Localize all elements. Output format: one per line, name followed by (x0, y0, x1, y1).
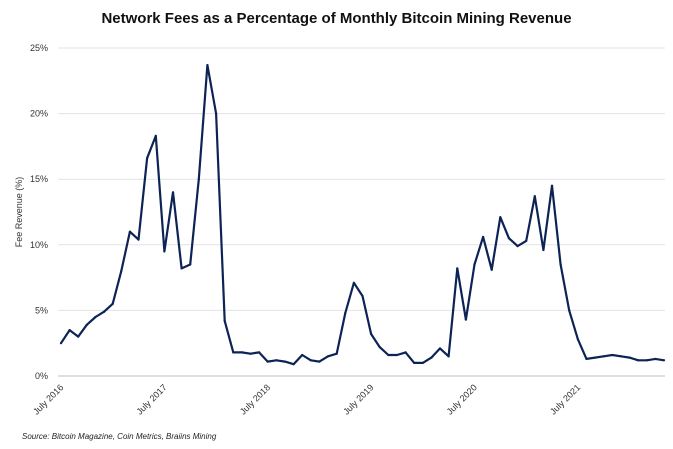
data-point (154, 134, 157, 138)
data-point (352, 281, 355, 284)
y-tick-label: 20% (30, 109, 48, 119)
data-point (180, 267, 183, 270)
source-note: Source: Bitcoin Magazine, Coin Metrics, … (22, 432, 217, 441)
data-point (344, 311, 347, 315)
data-point (602, 355, 605, 358)
data-point (542, 248, 545, 252)
y-axis-label: Fee Revenue (%) (14, 177, 24, 248)
data-point (404, 351, 407, 354)
data-point (395, 353, 399, 357)
data-point (447, 355, 450, 358)
data-point (275, 359, 278, 362)
data-point (249, 352, 252, 355)
data-point (516, 245, 519, 248)
y-tick-label: 25% (30, 43, 48, 53)
x-tick-label: July 2018 (238, 382, 272, 416)
data-point (292, 363, 295, 366)
data-point (214, 112, 218, 115)
data-point (499, 216, 502, 219)
data-point (128, 230, 132, 233)
data-point (533, 195, 536, 198)
data-point (361, 294, 364, 298)
data-point (68, 328, 71, 332)
data-point (593, 356, 597, 359)
data-point (189, 263, 192, 266)
data-point (206, 63, 209, 67)
data-point (464, 318, 467, 321)
data-point (611, 353, 614, 357)
data-point (662, 359, 666, 362)
data-point (258, 351, 261, 354)
data-point (59, 342, 63, 345)
data-point (94, 315, 97, 319)
data-point (335, 352, 338, 355)
data-point (482, 235, 485, 239)
y-axis-ticks: 0% 5% 10% 15% 20% 25% (30, 43, 48, 381)
data-point (559, 263, 562, 266)
x-tick-label: July 2017 (134, 382, 168, 416)
data-point (223, 319, 226, 322)
series-lines (59, 63, 666, 366)
x-tick-label: July 2019 (341, 382, 375, 416)
data-point (197, 178, 200, 181)
data-point (585, 357, 588, 361)
data-point (85, 323, 88, 326)
data-point (525, 239, 528, 242)
data-point (171, 191, 175, 194)
series-line (60, 63, 665, 366)
data-point (654, 357, 657, 361)
data-point (576, 338, 579, 341)
y-tick-label: 10% (30, 240, 48, 250)
data-point (163, 250, 166, 253)
data-point (309, 359, 312, 362)
data-point (240, 351, 243, 354)
x-tick-label: July 2020 (445, 382, 479, 416)
data-point (283, 360, 287, 363)
y-tick-label: 5% (35, 305, 48, 315)
data-point (146, 157, 149, 160)
data-point (137, 238, 140, 241)
data-point (456, 267, 459, 270)
data-point (413, 361, 416, 364)
data-point (370, 332, 373, 336)
data-point (232, 351, 235, 354)
data-point (473, 263, 476, 266)
data-point (645, 359, 648, 362)
data-point (628, 356, 631, 359)
data-point (378, 346, 381, 349)
chart-title: Network Fees as a Percentage of Monthly … (101, 10, 572, 27)
x-tick-label: July 2021 (548, 382, 582, 416)
data-point (568, 309, 571, 312)
data-point (77, 335, 80, 338)
data-point (318, 360, 321, 363)
data-point (490, 268, 493, 271)
data-point (266, 360, 269, 363)
gridlines (58, 47, 665, 377)
y-tick-label: 0% (35, 371, 48, 381)
data-point (507, 237, 511, 240)
x-axis-ticks: July 2016 July 2017 July 2018 July 2019 July… (31, 382, 582, 416)
y-tick-label: 15% (30, 174, 48, 184)
data-point (438, 347, 442, 350)
data-point (102, 310, 106, 313)
data-point (326, 355, 330, 358)
data-point (421, 361, 424, 364)
data-point (301, 353, 304, 357)
data-point (430, 356, 433, 359)
data-point (387, 353, 390, 357)
data-point (111, 302, 114, 305)
data-point (637, 359, 640, 362)
data-point (619, 355, 623, 358)
data-point (120, 269, 123, 273)
x-tick-label: July 2016 (31, 382, 65, 416)
data-point (550, 184, 554, 187)
